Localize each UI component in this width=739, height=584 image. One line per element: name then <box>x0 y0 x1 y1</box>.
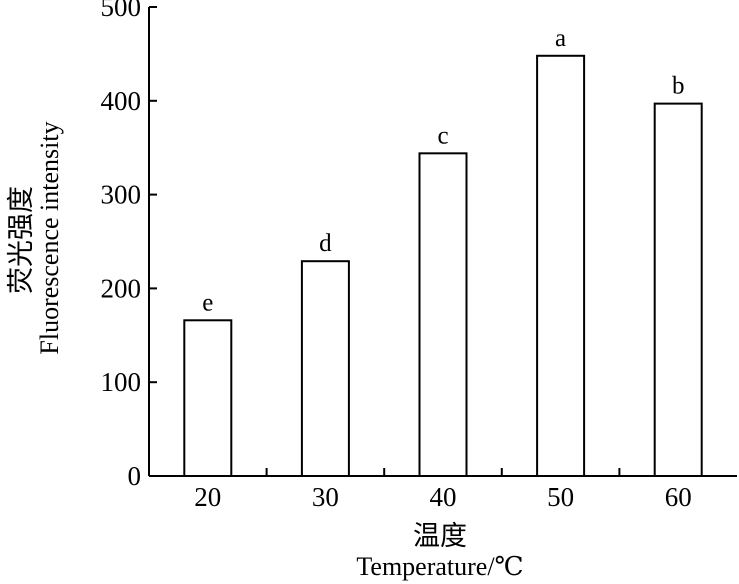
significance-label: d <box>319 230 332 257</box>
x-tick-label: 20 <box>194 482 221 512</box>
y-axis-title-cn: 荧光强度 <box>6 186 37 294</box>
y-tick-label: 0 <box>128 461 142 491</box>
x-ticks-group: 20 30 40 50 60 <box>194 468 692 512</box>
y-tick-label: 300 <box>101 180 142 210</box>
bars-group <box>183 54 703 477</box>
y-axis-title: Fluorescence intensity <box>35 121 64 354</box>
bar-50 <box>536 54 586 477</box>
y-tick-label: 400 <box>101 86 142 116</box>
x-tick-label: 60 <box>665 482 692 512</box>
x-tick-label: 40 <box>430 482 457 512</box>
y-tick-label: 200 <box>101 273 142 303</box>
x-axis-title-cn: 温度 <box>413 521 467 552</box>
significance-label: e <box>202 289 213 316</box>
significance-label: b <box>672 73 685 100</box>
significance-label: c <box>437 122 448 149</box>
x-tick-label: 50 <box>547 482 574 512</box>
bar-30 <box>300 260 350 477</box>
significance-labels-group: e d c a b <box>202 25 684 317</box>
bar-40 <box>418 152 468 477</box>
y-ticks-group: 0 100 200 300 400 500 <box>101 0 157 491</box>
significance-label: a <box>555 25 566 52</box>
y-tick-label: 100 <box>101 367 142 397</box>
bar-20 <box>183 319 233 477</box>
bar-60 <box>653 102 703 477</box>
x-tick-label: 30 <box>312 482 339 512</box>
y-tick-label: 500 <box>101 0 142 22</box>
x-axis-title: Temperature/℃ <box>356 552 523 581</box>
